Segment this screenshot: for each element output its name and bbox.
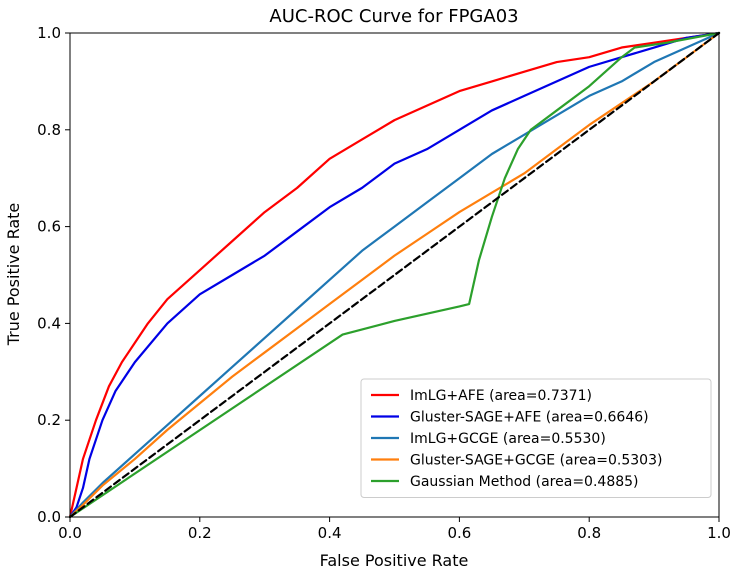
legend-box (360, 378, 712, 498)
legend-entry-label: Gluster-SAGE+GCGE (area=0.5303) (410, 453, 662, 469)
series-line-3 (68, 31, 721, 519)
x-tick-label: 0.6 (447, 524, 471, 542)
series-line-0 (68, 31, 721, 519)
chart-title: AUC-ROC Curve for FPGA03 (269, 6, 518, 27)
series-line-1 (68, 31, 721, 519)
diagonal-reference-line (68, 31, 721, 519)
legend: ImLG+AFE (area=0.7371) Gluster-SAGE+AFE (… (360, 378, 712, 498)
x-axis-label: False Positive Rate (320, 551, 469, 570)
x-tick-label: 1.0 (707, 524, 731, 542)
ticks-layer: 0.0 0.2 0.4 0.6 0.8 1.0 0.0 0.2 0.4 0.6 0.8 1.0 (37, 24, 731, 542)
series-layer (68, 31, 721, 519)
legend-entry-label: Gluster-SAGE+AFE (area=0.6646) (410, 410, 649, 426)
y-tick-label: 0.0 (37, 508, 61, 526)
x-tick-label: 0.4 (318, 524, 342, 542)
legend-entry-label: ImLG+GCGE (area=0.5530) (410, 431, 606, 447)
x-tick-label: 0.2 (188, 524, 212, 542)
x-tick-label: 0.8 (577, 524, 601, 542)
legend-entry-label: Gaussian Method (area=0.4885) (410, 474, 639, 490)
y-tick-label: 0.8 (37, 121, 61, 139)
legend-entry-label: ImLG+AFE (area=0.7371) (410, 388, 592, 404)
y-tick-label: 1.0 (37, 24, 61, 42)
series-line-2 (68, 31, 721, 519)
y-tick-label: 0.6 (37, 218, 61, 236)
x-tick-label: 0.0 (58, 524, 82, 542)
y-tick-label: 0.2 (37, 411, 61, 429)
series-line-4 (68, 31, 721, 519)
y-axis-label: True Positive Rate (4, 203, 23, 347)
y-tick-label: 0.4 (37, 314, 61, 332)
plot-frame (69, 32, 720, 518)
